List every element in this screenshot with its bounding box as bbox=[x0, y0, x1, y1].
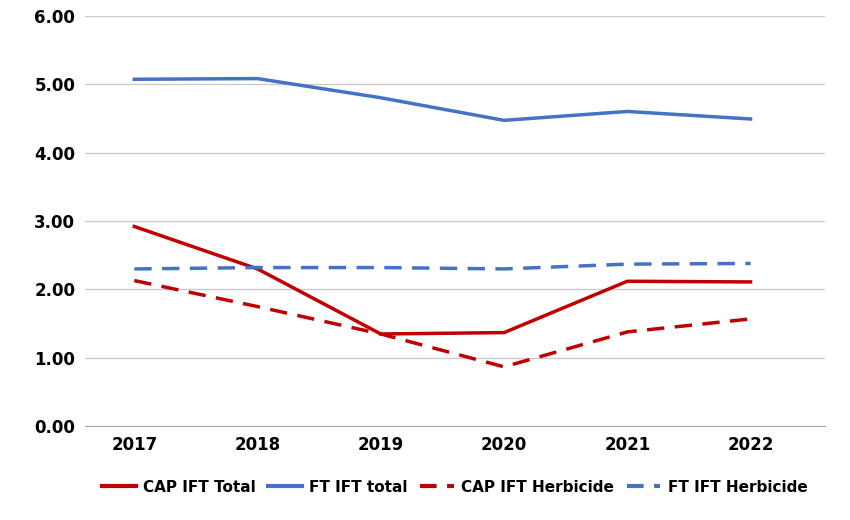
Legend: CAP IFT Total, FT IFT total, CAP IFT Herbicide, FT IFT Herbicide: CAP IFT Total, FT IFT total, CAP IFT Her… bbox=[96, 474, 813, 501]
